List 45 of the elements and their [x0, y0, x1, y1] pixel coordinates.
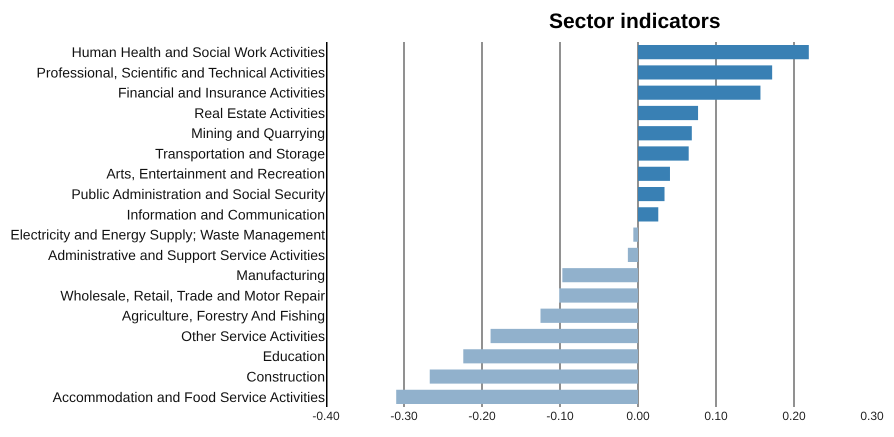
x-tick-label: -0.10 [546, 409, 574, 423]
bar [638, 86, 760, 100]
y-tick-label: Electricity and Energy Supply; Waste Management [10, 226, 326, 243]
bar [638, 106, 698, 120]
bar [463, 349, 638, 364]
x-tick-label: 0.20 [782, 409, 806, 423]
bar [638, 126, 692, 140]
bar [540, 308, 638, 323]
y-tick-label: Manufacturing [236, 267, 325, 284]
bar [638, 146, 689, 161]
y-tick-label: Wholesale, Retail, Trade and Motor Repair [60, 287, 326, 304]
y-tick-label: Public Administration and Social Security [71, 186, 325, 202]
x-tick-label: 0.10 [704, 409, 728, 423]
chart-title: Sector indicators [548, 10, 721, 33]
bar [638, 166, 670, 181]
bar [396, 390, 638, 404]
bar [638, 65, 772, 80]
y-tick-label: Education [262, 348, 325, 364]
bar [490, 328, 638, 344]
y-tick-label: Human Health and Social Work Activities [72, 44, 325, 60]
y-tick-label: Real Estate Activities [194, 104, 325, 121]
bar [633, 228, 638, 242]
bar [638, 186, 665, 202]
x-tick-label: -0.20 [468, 409, 496, 423]
y-tick-label: Transportation and Storage [155, 145, 326, 162]
bar [638, 207, 658, 222]
y-tick-label: Financial and Insurance Activities [118, 84, 325, 101]
y-tick-label: Information and Communication [126, 206, 325, 222]
y-tick-label: Mining and Quarrying [191, 125, 325, 142]
y-tick-label: Administrative and Support Service Activities [48, 246, 325, 263]
x-tick-label: 0.30 [860, 409, 884, 423]
y-tick-label: Accommodation and Food Service Activities [52, 388, 325, 405]
y-tick-label: Other Service Activities [181, 328, 325, 344]
x-tick-label: -0.40 [312, 409, 340, 423]
y-tick-label: Professional, Scientific and Technical Activities [36, 64, 325, 80]
y-tick-label: Agriculture, Forestry And Fishing [122, 308, 325, 324]
bar [638, 45, 809, 60]
x-tick-label: -0.30 [390, 409, 418, 423]
bar [628, 248, 638, 262]
x-tick-label: 0.00 [626, 409, 650, 423]
y-tick-label: Construction [246, 368, 325, 384]
bar [562, 268, 638, 282]
y-tick-label: Arts, Entertainment and Recreation [106, 166, 325, 182]
bar [559, 288, 638, 303]
bar [430, 369, 638, 384]
